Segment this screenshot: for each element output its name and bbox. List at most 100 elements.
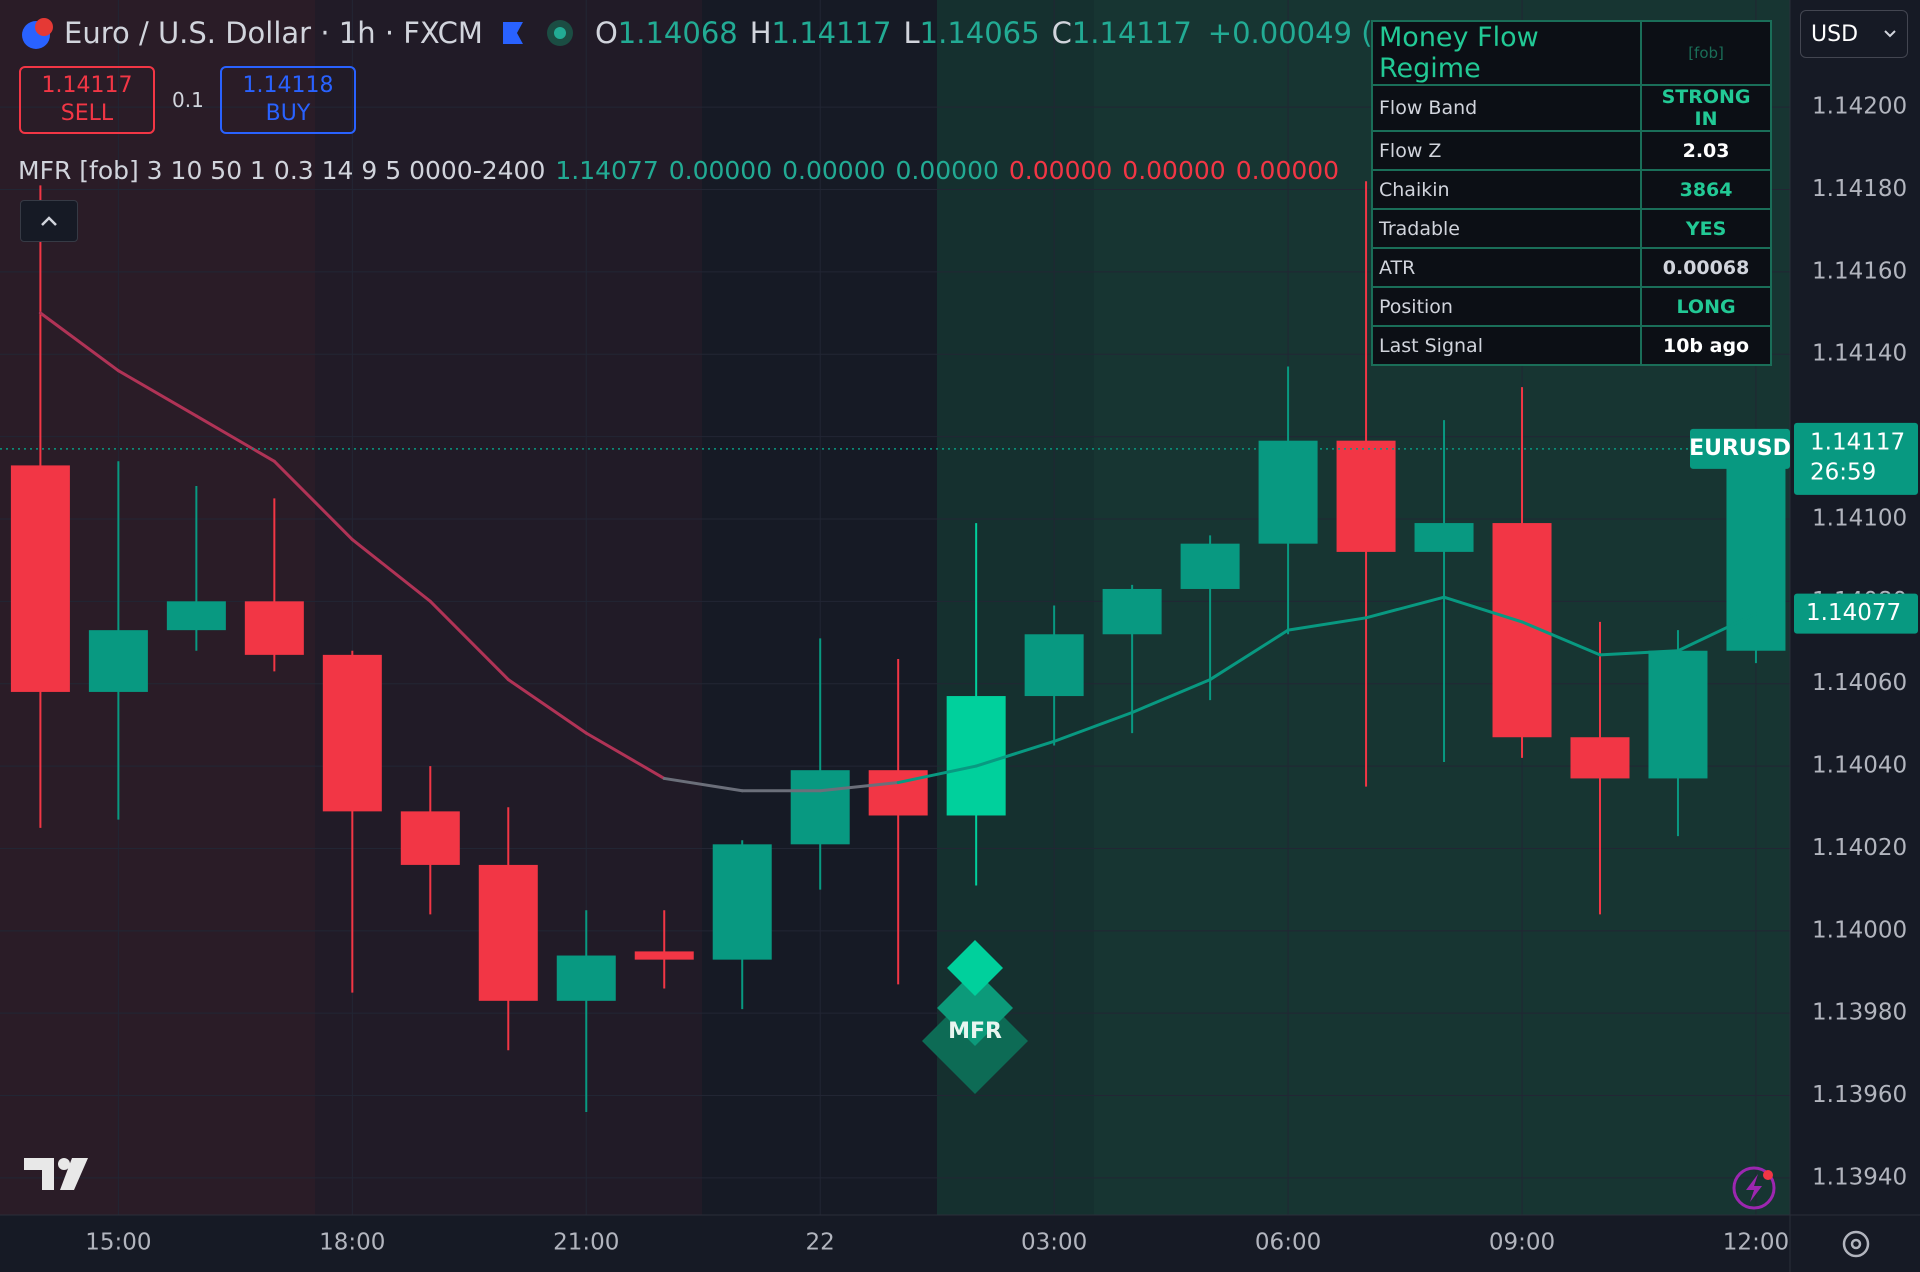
buy-button[interactable]: 1.14118 BUY bbox=[220, 66, 356, 134]
candle-body bbox=[1024, 634, 1084, 697]
candle-body bbox=[790, 770, 850, 845]
y-tick-label: 1.14160 bbox=[1812, 258, 1907, 284]
candle-body bbox=[1336, 440, 1396, 552]
lightning-icon[interactable] bbox=[1732, 1166, 1776, 1210]
line-segment bbox=[818, 781, 900, 793]
y-tick-label: 1.13940 bbox=[1812, 1164, 1907, 1190]
spread: 0.1 bbox=[172, 88, 204, 112]
line-segment bbox=[1052, 711, 1134, 743]
candle-body bbox=[556, 955, 616, 1001]
table-row: Flow Band STRONG IN bbox=[1370, 84, 1772, 132]
line-segment bbox=[662, 776, 744, 793]
table-row: Tradable YES bbox=[1370, 208, 1772, 249]
candle-body bbox=[1414, 523, 1474, 552]
line-segment bbox=[506, 678, 588, 735]
symbol-title[interactable]: Euro / U.S. Dollar · 1h · FXCM bbox=[64, 16, 483, 50]
y-tick-label: 1.14040 bbox=[1812, 753, 1907, 779]
row-value: YES bbox=[1640, 208, 1772, 249]
tv-logo bbox=[24, 1158, 88, 1190]
row-value: 10b ago bbox=[1640, 325, 1772, 366]
last-price-label: 1.14117 bbox=[1810, 429, 1905, 455]
candle-body bbox=[322, 654, 382, 812]
buy-label: BUY bbox=[265, 101, 311, 126]
ohlc: O1.14068 H1.14117 L1.14065 C1.14117 bbox=[583, 16, 1192, 50]
table-row: Chaikin 3864 bbox=[1370, 169, 1772, 210]
x-tick-label: 09:00 bbox=[1489, 1230, 1555, 1256]
logo-part bbox=[60, 1158, 88, 1190]
line-segment bbox=[272, 459, 354, 542]
chevron bbox=[1884, 30, 1896, 38]
ohlc-label: O bbox=[594, 16, 618, 50]
line-segment bbox=[194, 414, 276, 463]
indicator-value: 0.00000 bbox=[782, 155, 886, 185]
diamond bbox=[947, 940, 1003, 996]
row-label: Last Signal bbox=[1370, 325, 1643, 366]
line-segment bbox=[1520, 620, 1602, 657]
indicator-value: 0.00000 bbox=[895, 155, 999, 185]
line-segment bbox=[1442, 595, 1524, 624]
sell-label: SELL bbox=[60, 101, 114, 126]
row-label: Chaikin bbox=[1370, 169, 1643, 210]
sell-button[interactable]: 1.14117 SELL bbox=[19, 66, 155, 134]
sell-price: 1.14117 bbox=[41, 73, 133, 98]
candle-body bbox=[166, 601, 226, 631]
line-segment bbox=[1598, 649, 1680, 657]
icon-bolt bbox=[1746, 1174, 1762, 1202]
last-price-tag bbox=[1794, 422, 1918, 495]
ohlc-value: 1.14068 bbox=[617, 16, 738, 50]
line-segment bbox=[38, 311, 120, 373]
ohlc-label: L bbox=[903, 16, 920, 50]
symbol-tag bbox=[1690, 428, 1790, 469]
indicator-value: 0.00000 bbox=[668, 155, 773, 185]
candle-body bbox=[10, 465, 70, 692]
logo-part bbox=[24, 1158, 54, 1190]
price-axis bbox=[1790, 0, 1920, 1272]
marks bbox=[0, 181, 1790, 1113]
currency: USD bbox=[1811, 21, 1859, 47]
line-segment bbox=[974, 739, 1056, 768]
y-tick-label: 1.14060 bbox=[1812, 670, 1907, 696]
grid bbox=[0, 0, 1790, 1215]
y-tick-label: 1.14000 bbox=[1812, 917, 1907, 943]
table-row: Position LONG bbox=[1370, 286, 1772, 327]
candle-body bbox=[1180, 543, 1240, 589]
price-tags: 1.14077 EURUSD 1.14117 26:59 bbox=[1689, 422, 1918, 634]
candle-body bbox=[478, 864, 538, 1001]
chevron-path bbox=[41, 216, 57, 226]
line-segment bbox=[584, 731, 666, 780]
icon-ring bbox=[1732, 1166, 1776, 1210]
collapse-button[interactable] bbox=[20, 200, 78, 242]
logo-part bbox=[58, 1158, 70, 1170]
flag-marker bbox=[502, 22, 523, 44]
indicator-legend: MFR [fob] 3 10 50 1 0.3 14 9 5 0000-2400… bbox=[18, 150, 1339, 190]
y-tick-label: 1.13980 bbox=[1812, 1000, 1907, 1026]
icon-dot bbox=[1763, 1170, 1773, 1180]
candle-body bbox=[712, 844, 772, 960]
candle-body bbox=[88, 630, 148, 692]
symbol-tag-label: EURUSD bbox=[1689, 436, 1791, 461]
candle-body bbox=[634, 951, 694, 960]
countdown-label: 26:59 bbox=[1810, 459, 1876, 485]
indicator-value: 0.00000 bbox=[1122, 155, 1226, 185]
indicator-value: 0.00000 bbox=[1008, 155, 1113, 185]
indicator-name[interactable]: MFR [fob] 3 10 50 1 0.3 14 9 5 0000-2400 bbox=[18, 155, 546, 185]
mfr-marker: MFR bbox=[922, 940, 1028, 1094]
table-title: Money Flow Regime bbox=[1370, 20, 1643, 86]
x-tick-label: 03:00 bbox=[1021, 1230, 1087, 1256]
line-segment bbox=[1208, 628, 1290, 682]
x-tick-label: 06:00 bbox=[1255, 1230, 1321, 1256]
header: Euro / U.S. Dollar · 1h · FXCM O1.14068 H… bbox=[18, 12, 1500, 54]
candle-body bbox=[400, 811, 460, 865]
line-segment bbox=[1364, 595, 1446, 620]
currency-select[interactable]: USD bbox=[1800, 10, 1908, 58]
flag-icon bbox=[22, 18, 53, 49]
y-tick-label: 1.14200 bbox=[1812, 94, 1907, 120]
indicator-tag-label: 1.14077 bbox=[1806, 600, 1901, 626]
candle-body bbox=[1726, 448, 1786, 651]
settings-icon[interactable] bbox=[1842, 1230, 1870, 1258]
ohlc-value: 1.14117 bbox=[771, 16, 892, 50]
line-segment bbox=[1130, 678, 1212, 715]
ohlc-label: C bbox=[1051, 16, 1072, 50]
table-row: Last Signal 10b ago bbox=[1370, 325, 1772, 366]
